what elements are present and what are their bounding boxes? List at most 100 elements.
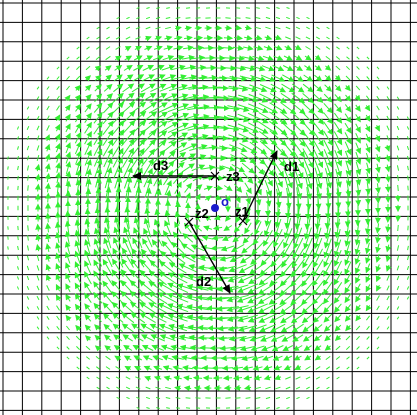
field-arrow [365, 304, 372, 312]
field-arrow [269, 313, 287, 323]
field-arrow [65, 283, 71, 293]
field-arrow [84, 335, 92, 342]
field-arrow [312, 120, 325, 136]
field-arrow [144, 375, 152, 382]
field-arrow [210, 155, 227, 162]
field-arrow [36, 285, 40, 291]
field-arrow [74, 282, 82, 293]
field-arrow [406, 136, 410, 140]
field-arrow [365, 182, 372, 195]
field-arrow [44, 192, 51, 203]
field-arrow [345, 345, 351, 351]
field-arrow [326, 26, 330, 30]
field-arrow [228, 134, 249, 143]
field-arrow [258, 313, 277, 323]
field-arrow [354, 94, 361, 102]
field-arrow [35, 223, 42, 232]
field-arrow [191, 164, 206, 172]
field-arrow [151, 159, 165, 177]
z2-cross-icon [184, 217, 194, 227]
field-arrow [94, 334, 102, 342]
field-arrow [303, 157, 314, 179]
field-arrow [120, 301, 135, 314]
field-arrow [238, 262, 257, 274]
field-arrow [174, 25, 182, 32]
field-arrow [235, 193, 241, 204]
field-arrow [75, 324, 82, 332]
field-arrow [141, 334, 155, 342]
field-arrow [112, 247, 124, 268]
field-arrow [172, 365, 183, 371]
field-arrow [36, 86, 40, 90]
field-arrow [406, 116, 410, 120]
field-arrow [396, 165, 400, 171]
field-arrow [66, 66, 70, 70]
field-arrow [17, 155, 19, 161]
field-arrow [7, 246, 9, 250]
field-arrow [344, 94, 352, 102]
field-arrow [36, 295, 40, 301]
green-field-arrows [7, 6, 410, 410]
field-arrow [191, 54, 206, 61]
field-arrow [221, 235, 234, 241]
field-arrow [406, 126, 410, 130]
field-arrow [263, 230, 273, 247]
field-arrow [238, 325, 258, 333]
field-arrow [263, 44, 274, 51]
field-arrow [96, 386, 100, 390]
field-arrow [254, 34, 263, 41]
field-arrow [189, 143, 208, 151]
field-arrow [55, 283, 62, 292]
field-arrow [94, 74, 102, 82]
field-arrow [323, 228, 332, 249]
field-arrow [132, 345, 143, 351]
field-arrow [324, 217, 331, 240]
field-arrow [375, 233, 382, 244]
field-arrow [156, 407, 160, 409]
field-arrow [208, 135, 229, 142]
field-arrow [315, 177, 323, 200]
field-arrow [26, 296, 30, 300]
field-arrow [302, 248, 314, 269]
field-arrow [257, 292, 278, 305]
field-arrow [313, 158, 323, 179]
field-arrow [177, 123, 200, 132]
field-arrow [103, 334, 112, 342]
field-arrow [333, 292, 343, 304]
field-arrow [93, 302, 103, 313]
field-arrow [273, 218, 282, 238]
field-arrow [252, 231, 263, 246]
field-arrow [375, 253, 382, 263]
field-arrow [293, 167, 303, 190]
field-arrow [221, 165, 236, 172]
field-arrow [263, 170, 273, 187]
field-arrow [323, 259, 333, 277]
field-arrow [366, 325, 370, 331]
field-arrow [344, 293, 352, 304]
field-arrow [316, 386, 320, 390]
field-arrow [230, 65, 247, 72]
field-arrow [279, 280, 297, 296]
field-arrow [242, 55, 255, 62]
field-arrow [121, 92, 135, 104]
field-arrow [54, 123, 61, 132]
field-arrow [155, 16, 161, 20]
field-arrow [158, 131, 178, 145]
field-arrow [334, 334, 342, 341]
field-arrow [251, 161, 265, 176]
field-arrow [76, 56, 80, 60]
field-arrow [84, 149, 92, 166]
field-arrow [254, 211, 261, 226]
field-arrow [161, 160, 175, 176]
field-arrow [105, 355, 111, 361]
field-arrow [217, 95, 240, 102]
field-arrow [290, 129, 306, 147]
field-arrow [231, 163, 246, 173]
field-arrow [274, 208, 281, 229]
field-arrow [225, 214, 232, 222]
field-arrow [179, 143, 198, 153]
field-arrow [295, 376, 301, 380]
field-arrow [345, 160, 352, 177]
field-arrow [223, 185, 233, 192]
field-arrow [260, 334, 276, 342]
